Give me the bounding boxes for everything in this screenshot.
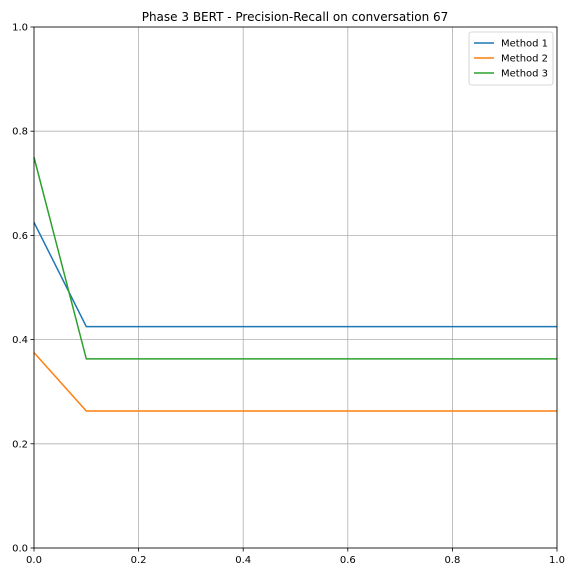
- legend-label: Method 1: [501, 39, 548, 50]
- y-tick-label: 0.4: [12, 335, 28, 346]
- ticks: 0.0 0.2 0.4 0.6 0.8 1.0 0.0 0.2 0.4 0.6 0.8 1.0: [12, 23, 565, 567]
- y-tick-label: 0.0: [12, 544, 28, 555]
- legend-box: [468, 31, 554, 86]
- plot-frame: [33, 26, 558, 549]
- chart-title: Phase 3 BERT - Precision-Recall on conve…: [142, 10, 449, 24]
- series-line-3: [33, 157, 557, 360]
- x-tick-label: 0.0: [26, 555, 42, 566]
- series-layer: [33, 157, 557, 412]
- x-tick-label: 0.4: [235, 555, 251, 566]
- legend-label: Method 2: [501, 54, 548, 65]
- series-line-2: [33, 352, 557, 412]
- legend-label: Method 3: [501, 69, 548, 80]
- y-tick-label: 1.0: [12, 23, 28, 34]
- legend: Method 1 Method 2 Method 3: [468, 31, 554, 86]
- y-tick-label: 0.2: [12, 439, 28, 450]
- x-tick-label: 0.6: [340, 555, 356, 566]
- x-tick-label: 0.8: [444, 555, 460, 566]
- y-tick-label: 0.6: [12, 231, 28, 242]
- y-tick-label: 0.8: [12, 127, 28, 138]
- x-tick-label: 1.0: [549, 555, 565, 566]
- x-tick-label: 0.2: [131, 555, 147, 566]
- series-line-1: [33, 222, 557, 328]
